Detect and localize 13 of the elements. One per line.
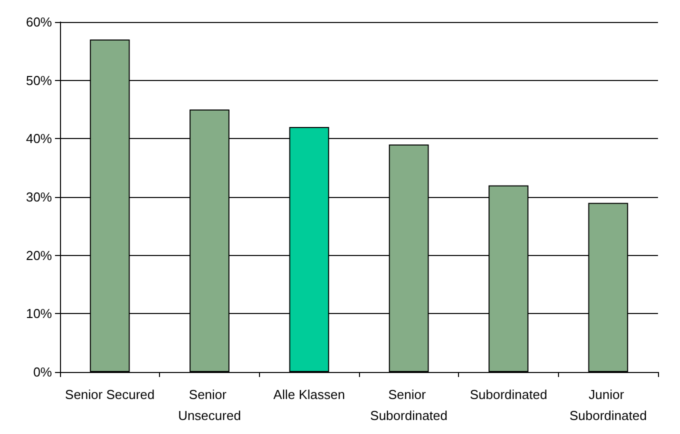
x-tick-label: Junior Subordinated: [569, 387, 647, 423]
x-tick-label: Subordinated: [470, 387, 548, 402]
x-tick-label: Senior Subordinated: [370, 387, 448, 423]
y-tick-label: 20%: [26, 248, 52, 263]
y-tick-label: 10%: [26, 306, 52, 322]
y-tick-label: 60%: [26, 14, 52, 30]
x-tick-label: Senior Unsecured: [178, 387, 241, 423]
y-tick-label: 40%: [26, 131, 52, 146]
y-tick-label: 50%: [26, 72, 52, 88]
x-tick-label: Senior Secured: [65, 387, 155, 402]
y-tick-label: 0%: [33, 364, 52, 380]
y-tick-label: 30%: [26, 190, 52, 204]
x-tick-label: Alle Klassen: [273, 387, 345, 402]
